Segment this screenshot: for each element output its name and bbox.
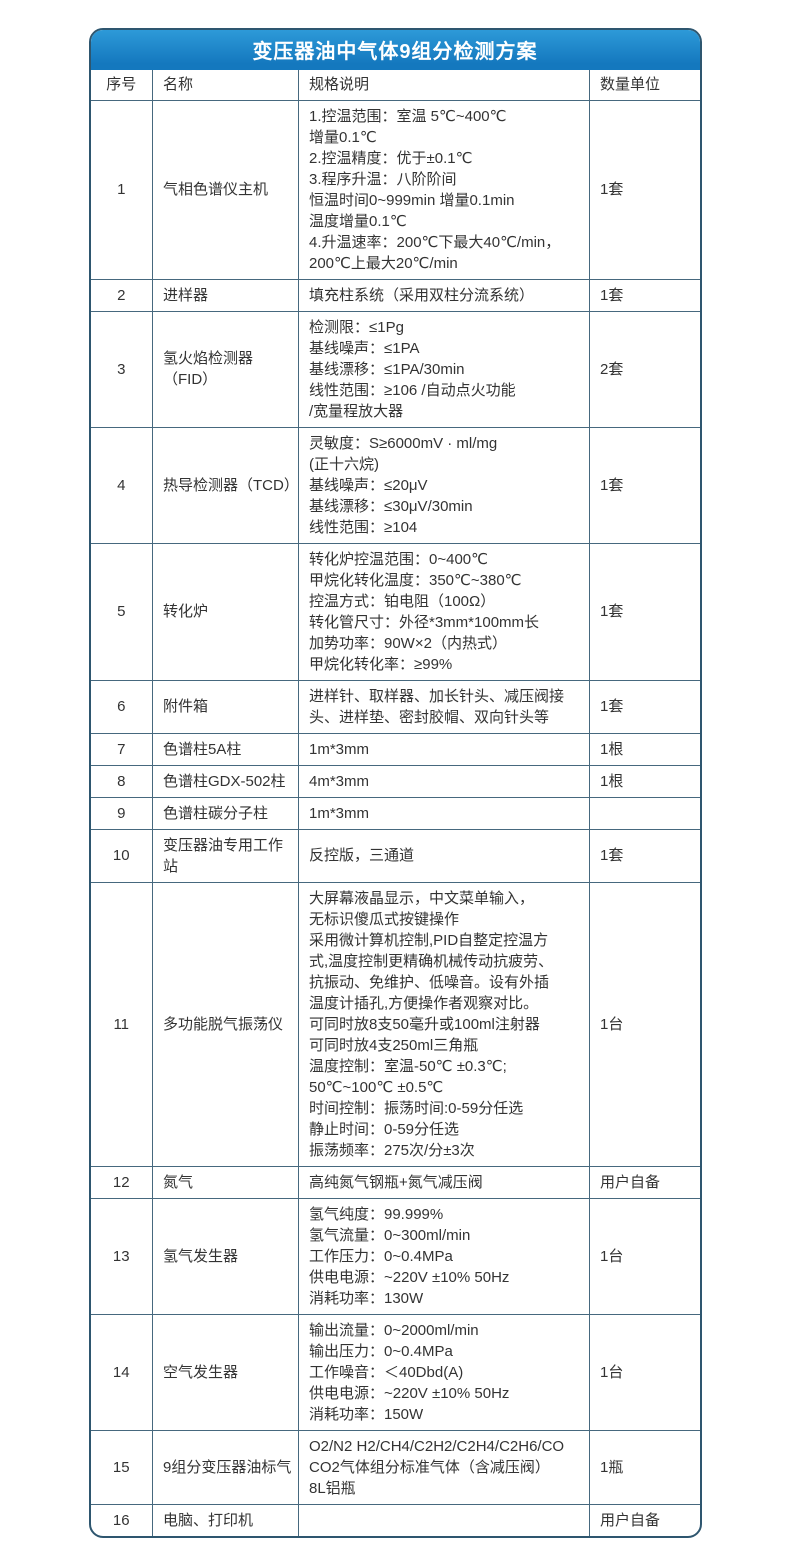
item-spec-cell: 进样针、取样器、加长针头、减压阀接 头、进样垫、密封胶帽、双向针头等 <box>298 679 590 734</box>
item-qty-cell: 1套 <box>589 99 700 280</box>
item-qty-cell: 1套 <box>589 679 700 734</box>
row-number-cell: 6 <box>90 679 153 734</box>
row-number-cell: 12 <box>90 1165 153 1199</box>
item-spec-cell: 氢气纯度：99.999% 氢气流量：0~300ml/min 工作压力：0~0.4… <box>298 1197 590 1315</box>
item-name-cell: 色谱柱碳分子柱 <box>152 796 299 830</box>
item-name-cell: 附件箱 <box>152 679 299 734</box>
item-name-cell: 空气发生器 <box>152 1313 299 1431</box>
table-row: 6 附件箱 进样针、取样器、加长针头、减压阀接 头、进样垫、密封胶帽、双向针头等… <box>90 679 700 734</box>
item-qty-cell: 1根 <box>589 732 700 766</box>
table-row: 10 变压器油专用工作站 反控版，三通道 1套 <box>90 828 700 883</box>
item-name-cell: 变压器油专用工作站 <box>152 828 299 883</box>
column-header-no: 序号 <box>90 70 153 101</box>
item-name-cell: 多功能脱气振荡仪 <box>152 881 299 1167</box>
table-row: 3 氢火焰检测器（FID） 检测限：≤1Pg 基线噪声：≤1PA 基线漂移：≤1… <box>90 310 700 428</box>
row-number-cell: 2 <box>90 278 153 312</box>
item-name-cell: 转化炉 <box>152 542 299 681</box>
item-qty-cell: 1套 <box>589 828 700 883</box>
table-row: 15 9组分变压器油标气 O2/N2 H2/CH4/C2H2/C2H4/C2H6… <box>90 1429 700 1505</box>
item-qty-cell: 1套 <box>589 278 700 312</box>
row-number-cell: 9 <box>90 796 153 830</box>
row-number-cell: 1 <box>90 99 153 280</box>
item-qty-cell: 1瓶 <box>589 1429 700 1505</box>
table-row: 2 进样器 填充柱系统（采用双柱分流系统） 1套 <box>90 278 700 312</box>
item-spec-cell: O2/N2 H2/CH4/C2H2/C2H4/C2H6/CO CO2气体组分标准… <box>298 1429 590 1505</box>
table-row: 9 色谱柱碳分子柱 1m*3mm <box>90 796 700 830</box>
item-name-cell: 氢气发生器 <box>152 1197 299 1315</box>
item-name-cell: 9组分变压器油标气 <box>152 1429 299 1505</box>
column-header-qty: 数量单位 <box>589 70 700 101</box>
item-qty-cell: 1根 <box>589 764 700 798</box>
item-spec-cell: 1.控温范围：室温 5℃~400℃ 增量0.1℃ 2.控温精度：优于±0.1℃ … <box>298 99 590 280</box>
table-row: 8 色谱柱GDX-502柱 4m*3mm 1根 <box>90 764 700 798</box>
row-number-cell: 7 <box>90 732 153 766</box>
row-number-cell: 4 <box>90 426 153 544</box>
item-spec-cell: 灵敏度：S≥6000mV · ml/mg (正十六烷) 基线噪声：≤20μV 基… <box>298 426 590 544</box>
row-number-cell: 10 <box>90 828 153 883</box>
item-spec-cell: 1m*3mm <box>298 732 590 766</box>
item-spec-cell: 检测限：≤1Pg 基线噪声：≤1PA 基线漂移：≤1PA/30min 线性范围：… <box>298 310 590 428</box>
item-qty-cell: 1套 <box>589 426 700 544</box>
spec-table-card: 变压器油中气体9组分检测方案 序号 名称 规格说明 数量单位 1 气相色谱仪主机… <box>88 28 702 1538</box>
spec-table: 序号 名称 规格说明 数量单位 1 气相色谱仪主机 1.控温范围：室温 5℃~4… <box>90 70 700 1536</box>
item-qty-cell: 1台 <box>589 1313 700 1431</box>
table-title: 变压器油中气体9组分检测方案 <box>90 30 700 70</box>
item-spec-cell: 填充柱系统（采用双柱分流系统） <box>298 278 590 312</box>
row-number-cell: 8 <box>90 764 153 798</box>
item-qty-cell: 2套 <box>589 310 700 428</box>
item-qty-cell: 1台 <box>589 881 700 1167</box>
column-header-name: 名称 <box>152 70 299 101</box>
table-row: 14 空气发生器 输出流量：0~2000ml/min 输出压力：0~0.4MPa… <box>90 1313 700 1431</box>
item-name-cell: 色谱柱GDX-502柱 <box>152 764 299 798</box>
table-row: 1 气相色谱仪主机 1.控温范围：室温 5℃~400℃ 增量0.1℃ 2.控温精… <box>90 99 700 280</box>
item-name-cell: 热导检测器（TCD） <box>152 426 299 544</box>
column-header-spec: 规格说明 <box>298 70 590 101</box>
table-row: 13 氢气发生器 氢气纯度：99.999% 氢气流量：0~300ml/min 工… <box>90 1197 700 1315</box>
row-number-cell: 15 <box>90 1429 153 1505</box>
item-spec-cell: 大屏幕液晶显示，中文菜单输入， 无标识傻瓜式按键操作 采用微计算机控制,PID自… <box>298 881 590 1167</box>
table-row: 4 热导检测器（TCD） 灵敏度：S≥6000mV · ml/mg (正十六烷)… <box>90 426 700 544</box>
item-name-cell: 气相色谱仪主机 <box>152 99 299 280</box>
table-row: 7 色谱柱5A柱 1m*3mm 1根 <box>90 732 700 766</box>
table-row: 11 多功能脱气振荡仪 大屏幕液晶显示，中文菜单输入， 无标识傻瓜式按键操作 采… <box>90 881 700 1167</box>
item-qty-cell: 用户自备 <box>589 1165 700 1199</box>
table-row: 5 转化炉 转化炉控温范围：0~400℃ 甲烷化转化温度：350℃~380℃ 控… <box>90 542 700 681</box>
item-name-cell: 氢火焰检测器（FID） <box>152 310 299 428</box>
item-spec-cell: 高纯氮气钢瓶+氮气减压阀 <box>298 1165 590 1199</box>
row-number-cell: 11 <box>90 881 153 1167</box>
item-qty-cell: 1套 <box>589 542 700 681</box>
item-qty-cell: 1台 <box>589 1197 700 1315</box>
item-spec-cell: 转化炉控温范围：0~400℃ 甲烷化转化温度：350℃~380℃ 控温方式：铂电… <box>298 542 590 681</box>
table-row: 12 氮气 高纯氮气钢瓶+氮气减压阀 用户自备 <box>90 1165 700 1199</box>
item-spec-cell: 输出流量：0~2000ml/min 输出压力：0~0.4MPa 工作噪音：＜40… <box>298 1313 590 1431</box>
item-spec-cell: 1m*3mm <box>298 796 590 830</box>
item-name-cell: 色谱柱5A柱 <box>152 732 299 766</box>
item-name-cell: 进样器 <box>152 278 299 312</box>
item-spec-cell: 反控版，三通道 <box>298 828 590 883</box>
row-number-cell: 5 <box>90 542 153 681</box>
row-number-cell: 3 <box>90 310 153 428</box>
item-qty-cell <box>589 796 700 830</box>
item-spec-cell: 4m*3mm <box>298 764 590 798</box>
row-number-cell: 13 <box>90 1197 153 1315</box>
header-row: 序号 名称 规格说明 数量单位 <box>90 70 700 101</box>
row-number-cell: 14 <box>90 1313 153 1431</box>
item-name-cell: 氮气 <box>152 1165 299 1199</box>
